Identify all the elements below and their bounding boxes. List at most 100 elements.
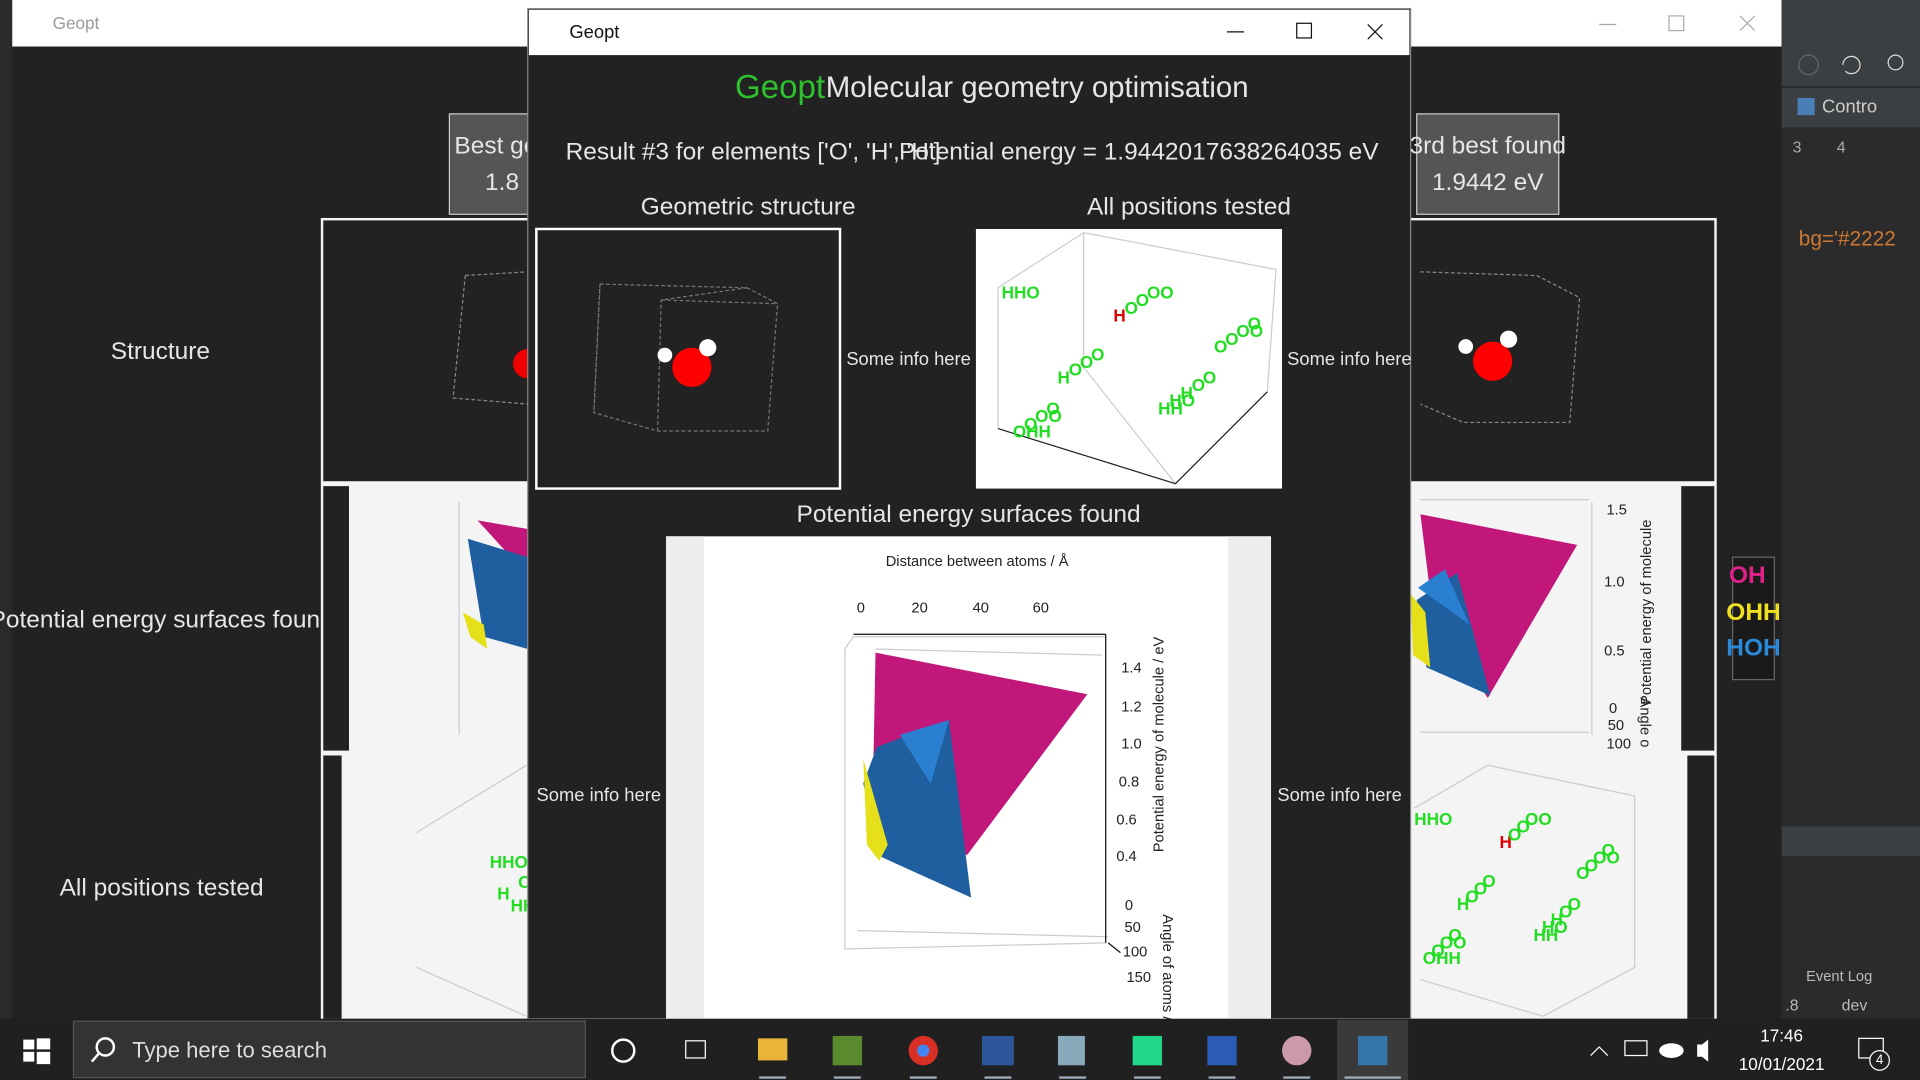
event-log[interactable]: Event Log	[1806, 969, 1872, 985]
shape	[452, 271, 528, 405]
app-icon[interactable]	[1057, 1035, 1085, 1066]
scatter-label: O	[1508, 824, 1521, 844]
label: Geometric structure	[641, 194, 856, 221]
energy: Potential energy = 1.9442017638264035 eV	[899, 139, 1379, 166]
history-icon[interactable]	[1798, 54, 1819, 76]
shape	[1500, 330, 1518, 348]
search-icon[interactable]	[1887, 54, 1904, 71]
shape	[1781, 46, 1920, 86]
shape	[917, 1044, 930, 1057]
label: 0.4	[1116, 849, 1136, 865]
shape	[95, 1037, 116, 1057]
app-icon[interactable]	[757, 1038, 788, 1061]
label: 1.4	[1121, 660, 1141, 676]
app-icon[interactable]	[1207, 1035, 1237, 1066]
shape	[1659, 1043, 1684, 1058]
app-icon[interactable]	[1282, 1035, 1312, 1066]
label: 1.9442 eV	[1432, 169, 1544, 196]
label: OH	[1729, 562, 1766, 589]
scatter-label: O	[1585, 855, 1598, 875]
label: 20	[911, 600, 927, 616]
shape	[467, 538, 528, 649]
scatter-label: O	[1125, 298, 1138, 318]
shape	[323, 486, 349, 751]
shape	[657, 347, 673, 363]
shape	[1781, 0, 1920, 47]
scatter-label: HO	[1169, 391, 1195, 411]
shape	[416, 764, 1636, 1017]
scatter-label: H	[1113, 306, 1125, 326]
app-icon[interactable]	[1132, 1035, 1163, 1066]
scatter-label: O	[1225, 329, 1238, 349]
shape	[323, 755, 342, 1019]
label: Potential energy surfaces found	[797, 501, 1141, 528]
scatter-label: O	[1069, 360, 1082, 380]
label: 1.8	[485, 169, 519, 196]
shape	[997, 391, 1268, 485]
ide-panel: Contro 3 4 bg='#2222 Event Log .8 dev	[1781, 0, 1920, 1019]
app-name: Geopt	[735, 69, 825, 106]
shape	[458, 498, 1593, 735]
clock[interactable]: 17:46	[1760, 1026, 1803, 1046]
scatter-label: H	[497, 884, 509, 904]
label: Distance between atoms / Å	[886, 553, 1069, 570]
date[interactable]: 10/01/2021	[1739, 1054, 1825, 1074]
third-box	[1416, 113, 1560, 215]
shape	[1420, 271, 1581, 424]
scatter-label: O	[1136, 290, 1149, 310]
scatter-label: H	[1058, 367, 1070, 387]
scatter-label: O	[1568, 894, 1581, 914]
label: 4	[1876, 1052, 1884, 1067]
shape	[1869, 1050, 1890, 1071]
label: All positions tested	[1087, 194, 1291, 221]
label: Potential energy of molecule / eV	[1151, 637, 1167, 853]
label: .8	[1785, 998, 1798, 1015]
scatter-label: HH	[1534, 925, 1559, 945]
close[interactable]	[1739, 15, 1756, 32]
app-icon[interactable]	[832, 1035, 863, 1066]
code-line: bg='#2222	[1799, 228, 1896, 251]
label: 50	[1124, 920, 1140, 936]
scatter-label: OO	[1593, 848, 1620, 868]
shape	[90, 1052, 101, 1063]
shape	[1781, 0, 1920, 1019]
app-icon[interactable]	[982, 1035, 1014, 1066]
label: Some info here	[1277, 784, 1402, 805]
task-view[interactable]	[685, 1040, 706, 1059]
row-label: Structure	[111, 338, 210, 365]
search-box[interactable]	[72, 1020, 586, 1079]
close[interactable]	[1367, 24, 1383, 40]
label: 1.0	[1121, 736, 1141, 752]
scatter-label: O	[1576, 863, 1589, 883]
title-bar	[528, 9, 1410, 56]
python-icon	[1797, 97, 1815, 116]
start-button[interactable]	[23, 1038, 51, 1065]
scatter-label: O	[1080, 352, 1093, 372]
label: 0	[1609, 701, 1617, 717]
git-branch[interactable]: dev	[1842, 998, 1868, 1015]
label: 40	[973, 600, 989, 616]
label: 4	[1837, 139, 1846, 156]
scatter-label: O	[1474, 879, 1487, 899]
app-icon[interactable]	[1357, 1035, 1388, 1066]
cortana[interactable]	[611, 1038, 636, 1063]
undo-icon[interactable]	[1842, 55, 1861, 75]
maximize[interactable]	[1296, 22, 1313, 39]
label: OHH	[1726, 599, 1780, 626]
tray-expand[interactable]	[1590, 1046, 1609, 1056]
label: 0	[857, 600, 865, 616]
shape	[844, 636, 1109, 950]
run-config[interactable]: Contro	[1822, 96, 1877, 117]
scatter-label: H	[1181, 383, 1193, 403]
scatter-label: O	[1602, 840, 1615, 860]
maximize[interactable]	[1668, 15, 1685, 32]
scatter-label: O	[1482, 871, 1495, 891]
scatter-label: O	[1024, 414, 1037, 434]
label: Angle o	[1637, 698, 1653, 748]
label: 150	[1127, 970, 1152, 986]
shape	[863, 759, 888, 861]
scatter-label: O	[1448, 925, 1461, 945]
